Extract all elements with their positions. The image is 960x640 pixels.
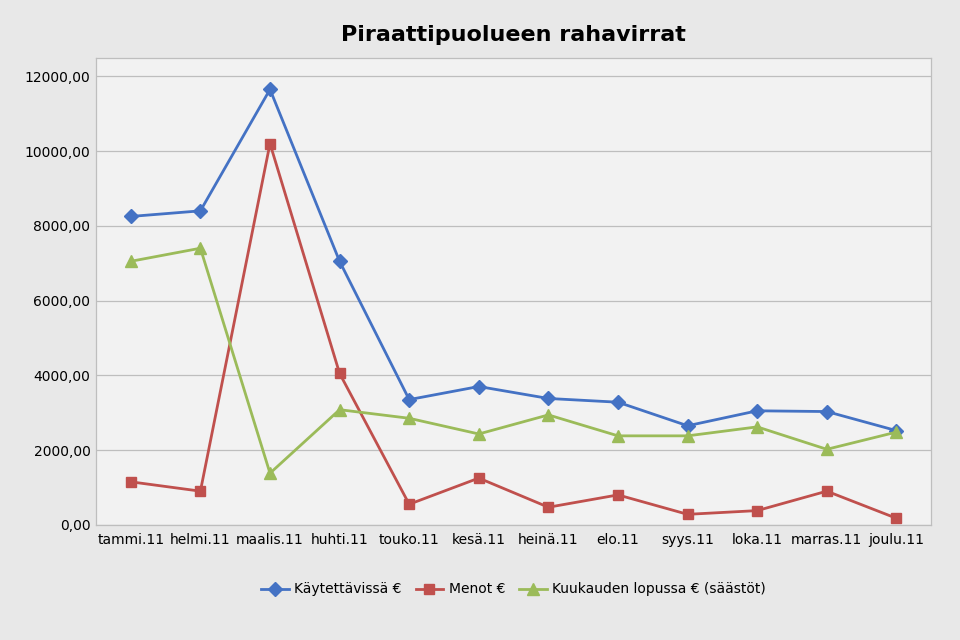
Kuukauden lopussa € (säästöt) (473, 430, 485, 438)
Käytettävissä € (125, 212, 136, 220)
Kuukauden lopussa € (säästöt) (891, 428, 902, 436)
Legend: Käytettävissä €, Menot €, Kuukauden lopussa € (säästöt): Käytettävissä €, Menot €, Kuukauden lopu… (255, 577, 772, 602)
Käytettävissä € (473, 383, 485, 390)
Kuukauden lopussa € (säästöt) (542, 411, 554, 419)
Line: Käytettävissä €: Käytettävissä € (126, 84, 901, 435)
Menot € (334, 369, 346, 377)
Menot € (542, 504, 554, 511)
Käytettävissä € (403, 396, 415, 403)
Käytettävissä € (264, 86, 276, 93)
Menot € (473, 474, 485, 482)
Käytettävissä € (821, 408, 832, 415)
Menot € (752, 507, 763, 515)
Menot € (821, 487, 832, 495)
Line: Menot €: Menot € (126, 139, 901, 523)
Käytettävissä € (891, 427, 902, 435)
Menot € (125, 478, 136, 486)
Title: Piraattipuolueen rahavirrat: Piraattipuolueen rahavirrat (341, 25, 686, 45)
Kuukauden lopussa € (säästöt) (752, 423, 763, 431)
Käytettävissä € (195, 207, 206, 214)
Kuukauden lopussa € (säästöt) (403, 415, 415, 422)
Kuukauden lopussa € (säästöt) (682, 432, 693, 440)
Line: Kuukauden lopussa € (säästöt): Kuukauden lopussa € (säästöt) (125, 243, 902, 479)
Menot € (682, 511, 693, 518)
Kuukauden lopussa € (säästöt) (334, 406, 346, 413)
Menot € (264, 140, 276, 147)
Kuukauden lopussa € (säästöt) (821, 445, 832, 453)
Käytettävissä € (682, 422, 693, 429)
Käytettävissä € (542, 395, 554, 403)
Kuukauden lopussa € (säästöt) (612, 432, 624, 440)
Menot € (612, 491, 624, 499)
Käytettävissä € (612, 398, 624, 406)
Menot € (891, 515, 902, 522)
Kuukauden lopussa € (säästöt) (125, 257, 136, 265)
Käytettävissä € (752, 407, 763, 415)
Menot € (195, 487, 206, 495)
Kuukauden lopussa € (säästöt) (195, 244, 206, 252)
Käytettävissä € (334, 257, 346, 265)
Menot € (403, 500, 415, 508)
Kuukauden lopussa € (säästöt) (264, 469, 276, 477)
